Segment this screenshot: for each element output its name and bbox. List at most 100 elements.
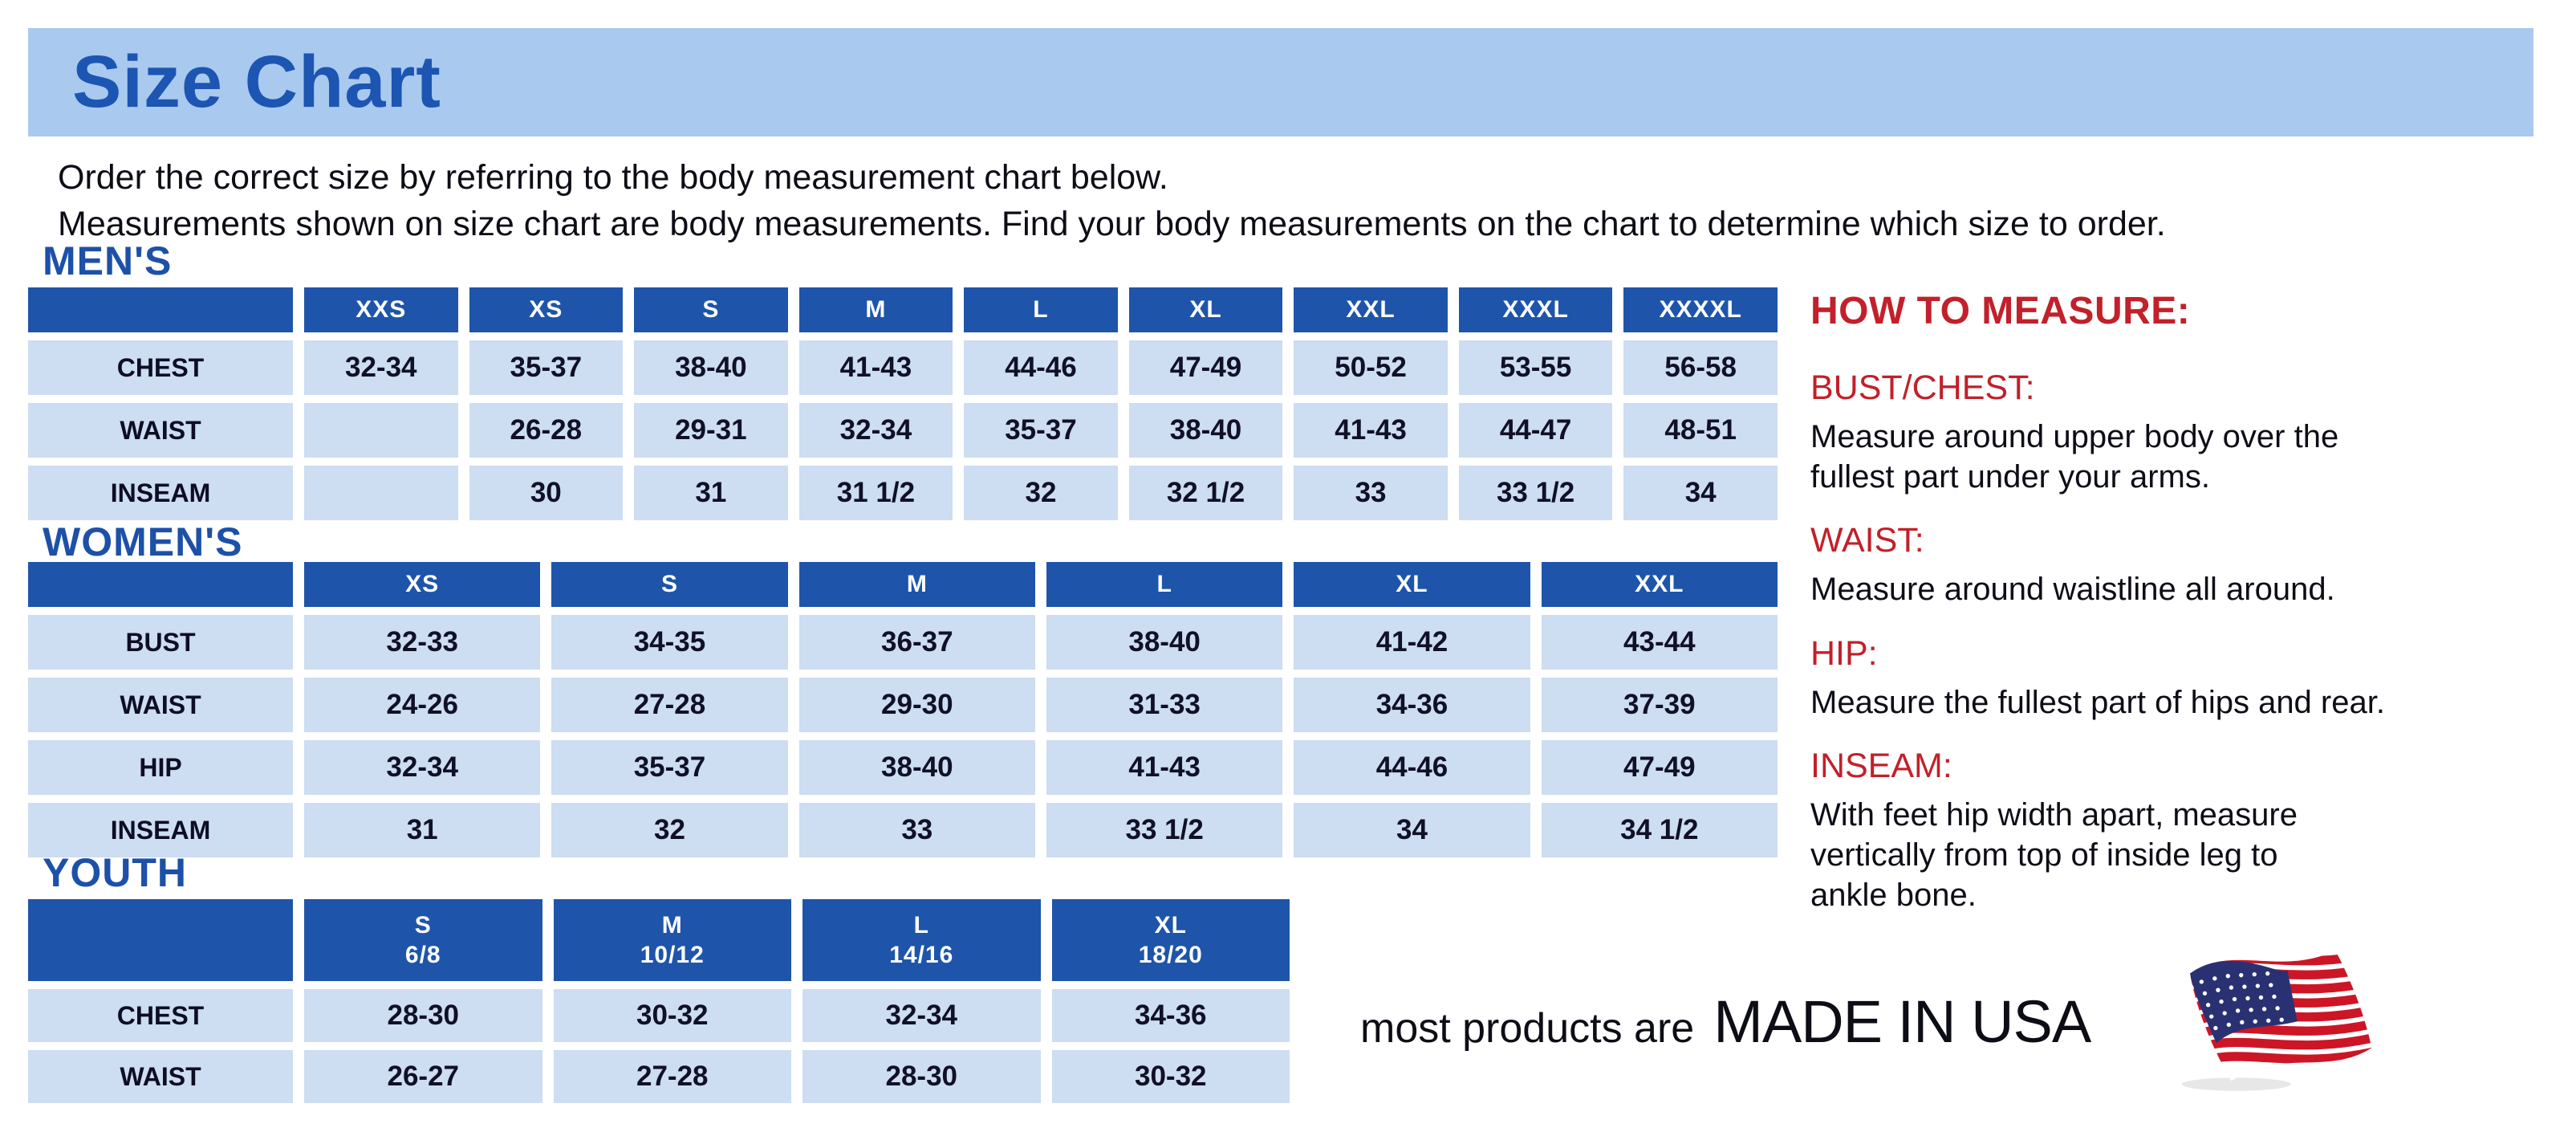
size-column-header: M [798, 562, 1035, 607]
size-cell: 43-44 [1541, 615, 1778, 670]
row-label: BUST [28, 615, 293, 670]
size-column-header: XXS [304, 287, 458, 332]
table-row: WAIST 24-26 27-28 29-30 31-33 34-36 37-3… [28, 678, 1778, 732]
intro-text: Order the correct size by referring to t… [58, 154, 2166, 248]
size-column-header: S 6/8 [304, 899, 542, 981]
measure-text-inseam: With feet hip width apart, measure verti… [1810, 797, 2298, 913]
size-cell: 32-34 [802, 989, 1041, 1042]
size-cell: 34-35 [551, 615, 788, 670]
size-cell: 35-37 [551, 740, 788, 795]
page-title: Size Chart [72, 41, 441, 123]
size-column-header: XL 18/20 [1051, 899, 1290, 981]
size-cell: 38-40 [1046, 615, 1283, 670]
youth-age-range: 18/20 [1138, 942, 1203, 968]
size-cell: 41-43 [798, 340, 953, 395]
row-label: WAIST [28, 1050, 293, 1103]
size-cell: 41-43 [1294, 403, 1448, 458]
size-cell: 33 [1294, 466, 1448, 520]
table-row: CHEST 28-30 30-32 32-34 34-36 [28, 989, 1290, 1042]
measure-label-bust-chest: BUST/CHEST: [1810, 369, 2035, 407]
size-cell: 41-43 [1046, 740, 1283, 795]
size-column-header: L [964, 287, 1118, 332]
row-label: CHEST [28, 340, 293, 395]
youth-size-label: S [414, 911, 432, 939]
footer-emphasis: MADE IN USA [1713, 988, 2091, 1055]
size-cell: 31 [634, 466, 788, 520]
measure-text-bust-chest: Measure around upper body over the fulle… [1810, 419, 2339, 495]
youth-age-range: 6/8 [404, 942, 441, 968]
table-row: INSEAM 30 31 31 1/2 32 32 1/2 33 33 1/2 … [28, 466, 1778, 520]
section-heading-womens: WOMEN'S [43, 519, 243, 564]
size-column-header: L [1046, 562, 1283, 607]
table-row: CHEST 32-34 35-37 38-40 41-43 44-46 47-4… [28, 340, 1778, 395]
row-label: WAIST [28, 678, 293, 732]
size-cell: 35-37 [964, 403, 1118, 458]
measure-label-waist: WAIST: [1810, 521, 1924, 560]
womens-header-row: XS S M L XL XXL [28, 562, 1778, 607]
mens-header-row: XXS XS S M L XL XXL XXXL XXXXL [28, 287, 1778, 332]
size-cell: 34 [1623, 466, 1778, 520]
size-cell: 53-55 [1458, 340, 1613, 395]
size-column-header: L 14/16 [802, 899, 1041, 981]
size-cell: 36-37 [798, 615, 1035, 670]
size-column-header: XXXL [1458, 287, 1613, 332]
size-cell: 30-32 [553, 989, 791, 1042]
size-cell: 44-47 [1458, 403, 1613, 458]
size-cell [304, 403, 458, 458]
size-column-header: S [634, 287, 788, 332]
size-cell: 34 1/2 [1541, 803, 1778, 857]
table-row: BUST 32-33 34-35 36-37 38-40 41-42 43-44 [28, 615, 1778, 670]
size-column-header: XXL [1294, 287, 1448, 332]
table-row: HIP 32-34 35-37 38-40 41-43 44-46 47-49 [28, 740, 1778, 795]
intro-line-1: Order the correct size by referring to t… [58, 158, 1168, 197]
intro-line-2: Measurements shown on size chart are bod… [58, 205, 2166, 244]
youth-size-label: M [661, 911, 683, 939]
size-cell: 47-49 [1541, 740, 1778, 795]
measure-label-hip: HIP: [1810, 633, 1878, 673]
size-cell: 37-39 [1541, 678, 1778, 732]
size-cell: 34 [1294, 803, 1530, 857]
us-flag-icon [2164, 933, 2388, 1093]
youth-header-row: S 6/8 M 10/12 L 14/16 XL 18/20 [28, 899, 1290, 981]
size-cell: 35-37 [469, 340, 624, 395]
measure-text-hip: Measure the fullest part of hips and rea… [1810, 684, 2385, 720]
size-cell: 31-33 [1046, 678, 1283, 732]
measure-text-waist: Measure around waistline all around. [1810, 572, 2335, 608]
size-cell [304, 466, 458, 520]
size-cell: 32 1/2 [1128, 466, 1283, 520]
mens-size-table: XXS XS S M L XL XXL XXXL XXXXL CHEST 32-… [17, 279, 1789, 528]
size-column-header: XS [304, 562, 541, 607]
size-cell: 24-26 [304, 678, 541, 732]
size-cell: 31 1/2 [798, 466, 953, 520]
size-cell: 29-30 [798, 678, 1035, 732]
size-column-header: M 10/12 [553, 899, 791, 981]
size-cell: 32-34 [304, 740, 541, 795]
size-cell: 28-30 [802, 1050, 1041, 1103]
size-cell: 38-40 [1128, 403, 1283, 458]
size-column-header: S [551, 562, 788, 607]
size-cell: 31 [304, 803, 541, 857]
corner-cell [28, 562, 293, 607]
youth-size-label: XL [1154, 911, 1187, 939]
youth-size-table: S 6/8 M 10/12 L 14/16 XL 18/20 CHEST 28-… [17, 891, 1301, 1111]
size-cell: 29-31 [634, 403, 788, 458]
how-to-measure-heading: HOW TO MEASURE: [1810, 290, 2191, 332]
size-cell: 33 1/2 [1046, 803, 1283, 857]
size-cell: 33 1/2 [1458, 466, 1613, 520]
size-cell: 32-33 [304, 615, 541, 670]
size-column-header: XS [469, 287, 624, 332]
corner-cell [28, 899, 293, 981]
size-cell: 44-46 [964, 340, 1118, 395]
row-label: CHEST [28, 989, 293, 1042]
section-heading-mens: MEN'S [43, 238, 173, 283]
size-cell: 47-49 [1128, 340, 1283, 395]
youth-age-range: 10/12 [640, 942, 705, 968]
size-cell: 26-28 [469, 403, 624, 458]
row-label: WAIST [28, 403, 293, 458]
size-cell: 48-51 [1623, 403, 1778, 458]
size-column-header: XL [1294, 562, 1530, 607]
size-cell: 33 [798, 803, 1035, 857]
youth-age-range: 14/16 [889, 942, 954, 968]
row-label: INSEAM [28, 803, 293, 857]
